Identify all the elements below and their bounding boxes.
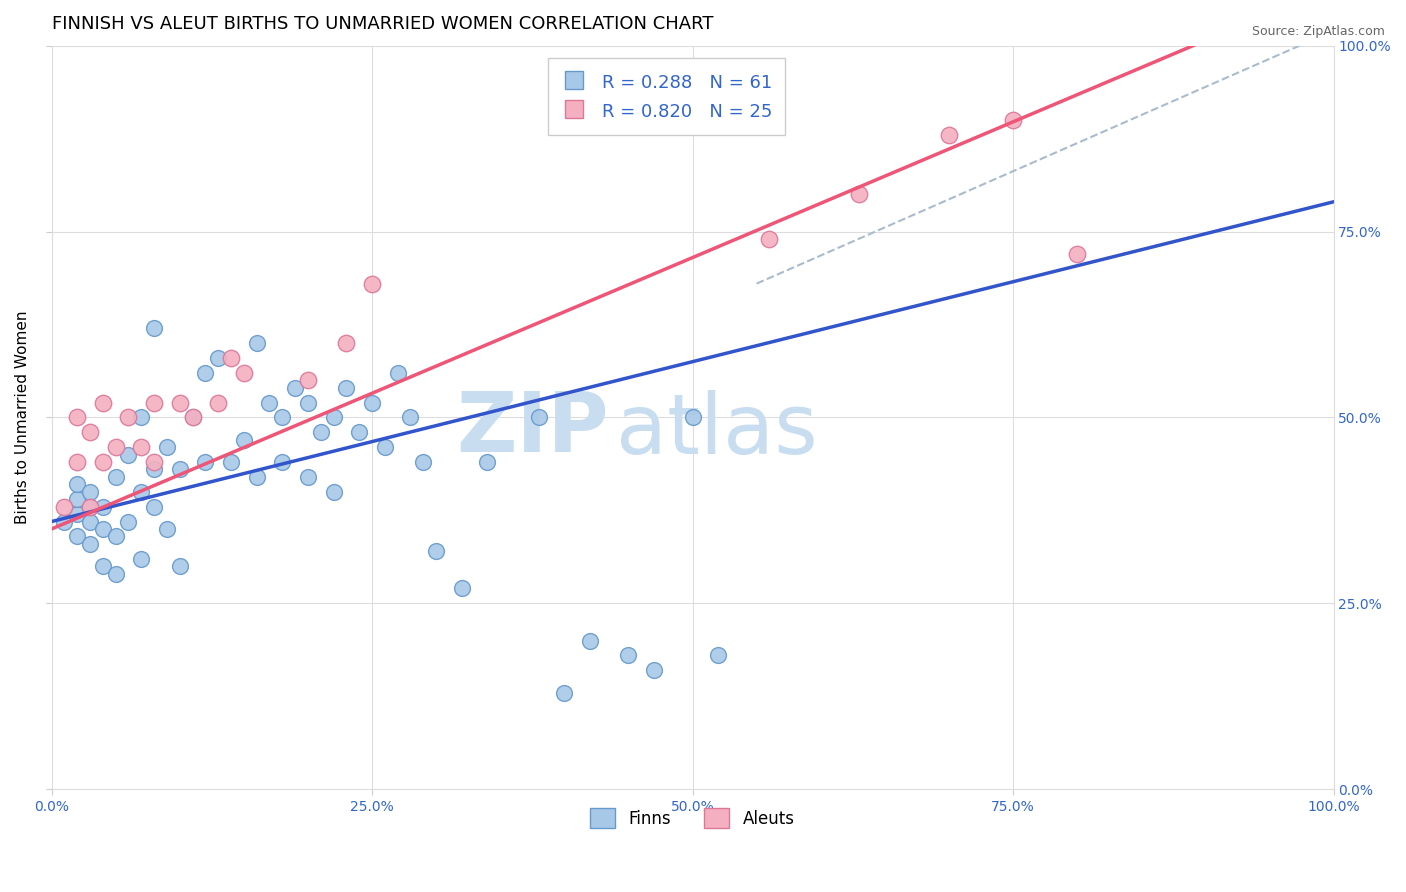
Point (374, 440, 396, 454)
Point (207, 395, 229, 409)
Point (181, 410, 204, 425)
Point (617, 648, 640, 663)
Point (79, 515, 101, 529)
Point (117, 515, 139, 529)
Point (143, 462, 166, 476)
Point (181, 410, 204, 425)
Point (156, 440, 179, 454)
Point (194, 455, 217, 469)
Point (143, 395, 166, 409)
Point (425, 544, 447, 558)
Point (117, 410, 139, 425)
Point (169, 395, 191, 409)
Point (104, 470, 127, 484)
Point (1066, 247, 1088, 261)
Point (335, 381, 357, 395)
Point (271, 455, 294, 469)
Point (66, 455, 89, 469)
Point (297, 373, 319, 387)
Point (129, 440, 152, 454)
Point (91, 522, 114, 536)
Point (232, 433, 254, 447)
Point (219, 351, 242, 365)
Point (169, 462, 191, 476)
Point (361, 277, 384, 291)
Text: FINNISH VS ALEUT BIRTHS TO UNMARRIED WOMEN CORRELATION CHART: FINNISH VS ALEUT BIRTHS TO UNMARRIED WOM… (52, 15, 713, 33)
Point (66, 410, 89, 425)
Point (297, 395, 319, 409)
Point (79, 537, 101, 551)
Point (271, 410, 294, 425)
Point (297, 470, 319, 484)
Point (387, 366, 409, 380)
Point (129, 551, 152, 566)
Point (143, 321, 166, 335)
Point (194, 366, 217, 380)
Point (156, 522, 179, 536)
Point (79, 484, 101, 499)
Point (322, 484, 344, 499)
Point (91, 559, 114, 574)
Legend: Finns, Aleuts: Finns, Aleuts (582, 799, 803, 837)
Point (79, 500, 101, 514)
Point (129, 410, 152, 425)
Point (66, 477, 89, 491)
Point (169, 559, 191, 574)
Point (527, 410, 550, 425)
Y-axis label: Births to Unmarried Women: Births to Unmarried Women (15, 310, 30, 524)
Point (259, 395, 281, 409)
Point (91, 455, 114, 469)
Point (682, 410, 704, 425)
Point (246, 470, 269, 484)
Point (938, 128, 960, 142)
Point (335, 336, 357, 351)
Point (553, 685, 575, 699)
Point (707, 648, 730, 663)
Point (399, 410, 422, 425)
Point (91, 395, 114, 409)
Point (53, 515, 76, 529)
Point (129, 484, 152, 499)
Point (477, 455, 499, 469)
Point (117, 448, 139, 462)
Point (412, 455, 434, 469)
Point (104, 566, 127, 581)
Point (66, 507, 89, 521)
Point (758, 232, 780, 246)
Point (579, 633, 602, 648)
Point (143, 455, 166, 469)
Point (53, 500, 76, 514)
Text: Source: ZipAtlas.com: Source: ZipAtlas.com (1251, 25, 1385, 38)
Point (232, 366, 254, 380)
Text: atlas: atlas (616, 391, 817, 471)
Point (246, 336, 269, 351)
Point (309, 425, 332, 440)
Point (643, 663, 665, 677)
Point (104, 440, 127, 454)
Text: ZIP: ZIP (457, 388, 609, 469)
Point (79, 425, 101, 440)
Point (104, 529, 127, 543)
Point (66, 492, 89, 507)
Point (1001, 113, 1024, 128)
Point (207, 351, 229, 365)
Point (347, 425, 370, 440)
Point (848, 187, 870, 202)
Point (91, 500, 114, 514)
Point (450, 582, 472, 596)
Point (66, 529, 89, 543)
Point (284, 381, 307, 395)
Point (361, 395, 384, 409)
Point (143, 500, 166, 514)
Point (79, 500, 101, 514)
Point (322, 410, 344, 425)
Point (219, 455, 242, 469)
